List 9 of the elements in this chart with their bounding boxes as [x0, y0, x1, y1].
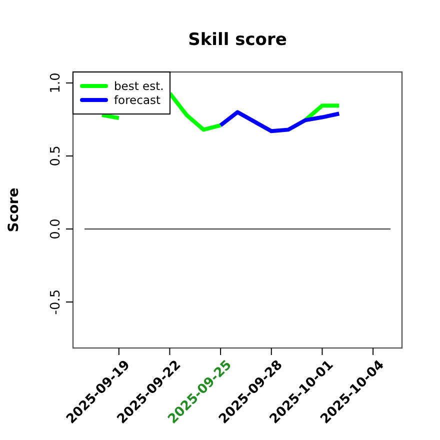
y-axis-title: Score — [6, 188, 22, 232]
legend-label: forecast — [114, 93, 161, 107]
line-series — [218, 110, 342, 134]
y-tick-label: -0.5 — [48, 289, 64, 315]
y-tick-label: 0.5 — [48, 146, 64, 166]
y-tick-label: 0.0 — [48, 218, 64, 240]
legend-label: best est. — [114, 79, 164, 93]
chart-title: Skill score — [188, 30, 287, 50]
y-tick-label: 1.0 — [48, 72, 64, 94]
